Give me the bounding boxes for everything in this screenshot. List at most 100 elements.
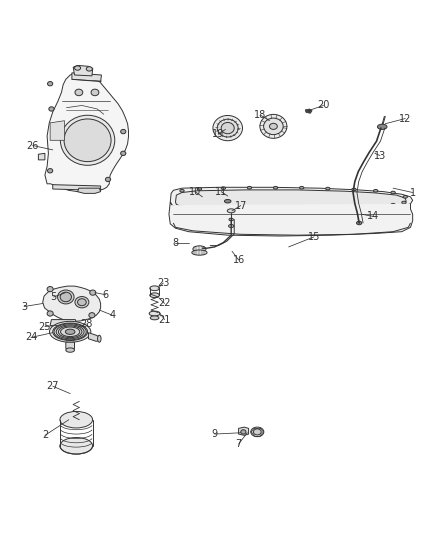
Ellipse shape (374, 189, 378, 192)
Text: 8: 8 (173, 238, 179, 247)
Ellipse shape (180, 189, 184, 192)
Polygon shape (88, 333, 99, 341)
Polygon shape (72, 73, 102, 82)
Ellipse shape (75, 89, 83, 96)
Ellipse shape (247, 187, 252, 189)
Ellipse shape (193, 246, 206, 252)
Ellipse shape (150, 293, 159, 297)
Ellipse shape (197, 207, 201, 210)
Ellipse shape (86, 67, 92, 71)
Ellipse shape (269, 123, 277, 130)
Ellipse shape (264, 118, 283, 135)
Ellipse shape (75, 296, 89, 308)
Ellipse shape (227, 209, 235, 213)
Text: 23: 23 (157, 278, 170, 288)
Text: 7: 7 (236, 439, 242, 449)
Ellipse shape (91, 89, 99, 96)
Text: 17: 17 (235, 200, 247, 211)
Ellipse shape (402, 201, 406, 204)
Polygon shape (53, 184, 101, 190)
Text: 24: 24 (25, 333, 37, 342)
Text: 9: 9 (212, 429, 218, 439)
Text: 11: 11 (215, 187, 227, 197)
Ellipse shape (251, 427, 264, 437)
Text: 27: 27 (46, 381, 59, 391)
Ellipse shape (150, 286, 159, 290)
Ellipse shape (90, 290, 96, 295)
Text: 12: 12 (399, 114, 411, 124)
Polygon shape (239, 427, 249, 435)
Ellipse shape (221, 208, 226, 211)
Ellipse shape (120, 151, 126, 156)
Ellipse shape (57, 290, 74, 304)
Ellipse shape (391, 204, 395, 206)
Ellipse shape (60, 438, 92, 454)
Ellipse shape (300, 187, 304, 189)
Text: 19: 19 (212, 129, 224, 139)
Ellipse shape (47, 82, 53, 86)
Ellipse shape (64, 119, 111, 161)
Polygon shape (176, 190, 406, 210)
Ellipse shape (403, 196, 407, 198)
Text: 10: 10 (189, 187, 201, 197)
Ellipse shape (221, 123, 234, 134)
Polygon shape (78, 188, 101, 193)
Ellipse shape (47, 311, 53, 316)
Polygon shape (45, 73, 128, 192)
Ellipse shape (352, 188, 356, 191)
Ellipse shape (325, 207, 330, 210)
Ellipse shape (47, 287, 53, 292)
Ellipse shape (224, 199, 231, 203)
Ellipse shape (213, 116, 243, 141)
Text: 6: 6 (103, 290, 109, 300)
Ellipse shape (89, 313, 95, 318)
Ellipse shape (273, 187, 278, 189)
Ellipse shape (49, 107, 54, 111)
Ellipse shape (57, 324, 65, 329)
Polygon shape (50, 120, 64, 140)
Text: 4: 4 (110, 310, 116, 320)
Ellipse shape (260, 115, 287, 139)
Polygon shape (73, 66, 93, 76)
Ellipse shape (47, 168, 53, 173)
Polygon shape (50, 320, 76, 327)
Ellipse shape (378, 124, 387, 130)
Polygon shape (305, 109, 312, 114)
Ellipse shape (60, 411, 92, 428)
Ellipse shape (352, 206, 356, 209)
Text: 5: 5 (50, 292, 57, 302)
Ellipse shape (241, 430, 246, 434)
Ellipse shape (106, 177, 111, 182)
Ellipse shape (391, 191, 395, 194)
Polygon shape (43, 286, 101, 321)
Ellipse shape (60, 115, 115, 165)
Ellipse shape (150, 316, 159, 320)
Ellipse shape (253, 429, 261, 435)
Ellipse shape (65, 329, 75, 334)
Ellipse shape (197, 188, 201, 190)
Text: 1: 1 (410, 188, 416, 198)
Ellipse shape (325, 187, 330, 190)
Text: 14: 14 (367, 212, 380, 221)
Ellipse shape (180, 206, 184, 208)
Text: 26: 26 (27, 141, 39, 150)
Polygon shape (39, 154, 45, 160)
Ellipse shape (221, 187, 226, 189)
Ellipse shape (120, 130, 126, 134)
Text: 22: 22 (159, 298, 171, 309)
Ellipse shape (149, 311, 160, 316)
Ellipse shape (98, 335, 101, 342)
Ellipse shape (49, 321, 91, 342)
Text: 13: 13 (374, 150, 386, 160)
Text: 3: 3 (21, 302, 27, 312)
Text: 21: 21 (159, 314, 171, 325)
Ellipse shape (300, 208, 304, 211)
Text: 28: 28 (80, 319, 92, 329)
Ellipse shape (374, 205, 378, 208)
Text: 20: 20 (317, 100, 330, 110)
Ellipse shape (78, 298, 86, 305)
Ellipse shape (229, 224, 234, 228)
Ellipse shape (247, 208, 252, 211)
Polygon shape (66, 342, 74, 350)
Ellipse shape (192, 250, 207, 255)
